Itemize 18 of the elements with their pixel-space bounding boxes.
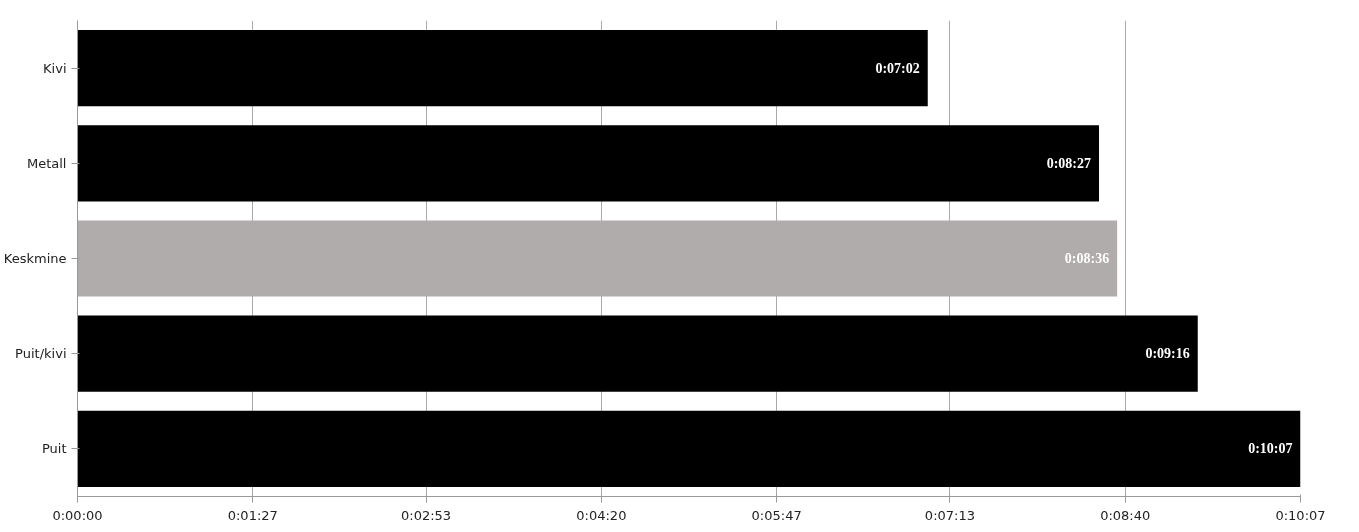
x-tick-label: 0:10:07 [1275, 507, 1326, 523]
data-label: 0:08:36 [1064, 251, 1110, 266]
x-tick-label: 0:05:47 [751, 507, 802, 523]
y-tick-label: Metall [27, 155, 67, 171]
data-label: 0:07:02 [875, 60, 920, 76]
data-label: 0:09:16 [1145, 346, 1190, 362]
data-label: 0:08:27 [1046, 155, 1092, 171]
y-tick-label: Puit [41, 441, 67, 457]
y-tick-label: Puit/kivi [15, 346, 67, 362]
y-tick-label: Keskmine [3, 251, 67, 266]
x-tick-label: 0:01:27 [227, 507, 278, 523]
x-tick-label: 0:00:00 [52, 507, 103, 523]
x-tick-label: 0:04:20 [576, 507, 627, 523]
x-tick-label: 0:02:53 [401, 507, 452, 523]
x-tick-label: 0:08:40 [1100, 507, 1151, 523]
x-tick-label: 0:07:13 [924, 507, 975, 523]
data-label: 0:10:07 [1248, 441, 1293, 457]
y-tick-label: Kivi [43, 60, 67, 76]
